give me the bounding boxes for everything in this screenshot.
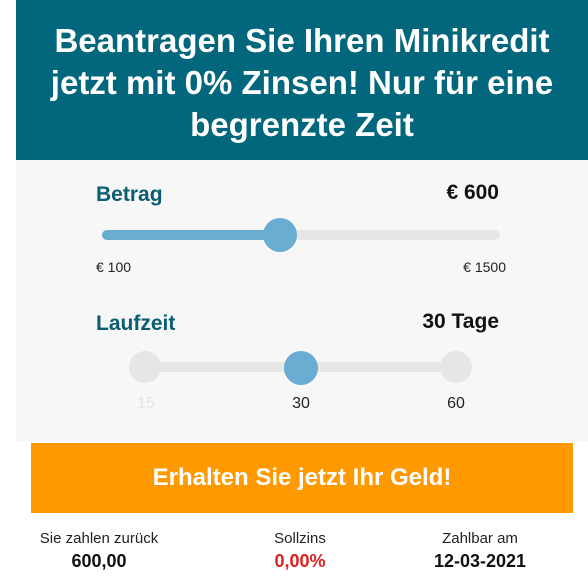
rate-title: Sollzins (274, 530, 326, 547)
loan-calculator-card: Beantragen Sie Ihren Minikredit jetzt mi… (16, 0, 588, 576)
amount-slider-fill (102, 230, 281, 240)
headline-line-3: begrenzte Zeit (190, 106, 414, 143)
amount-value: € 600 (446, 181, 499, 204)
repay-title: Sie zahlen zurück (39, 530, 159, 547)
term-option-60[interactable]: 60 (447, 395, 465, 412)
term-step-60[interactable] (440, 351, 472, 383)
amount-label: Betrag (96, 183, 163, 206)
due-value: 12-03-2021 (433, 551, 527, 571)
repay-value: 600,00 (71, 551, 127, 571)
headline-line-2: jetzt mit 0% Zinsen! Nur für eine (50, 64, 554, 101)
header-banner: Beantragen Sie Ihren Minikredit jetzt mi… (16, 0, 588, 160)
summary-due-date: Zahlbar am 12-03-2021 (380, 530, 580, 572)
term-option-30[interactable]: 30 (292, 395, 310, 412)
term-step-15[interactable] (129, 351, 161, 383)
term-slider-thumb[interactable] (284, 351, 318, 385)
amount-slider-thumb[interactable] (263, 218, 298, 252)
due-title: Zahlbar am (442, 530, 518, 547)
headline-line-1: Beantragen Sie Ihren Minikredit (54, 22, 550, 59)
summary-rate: Sollzins 0,00% (200, 530, 400, 572)
rate-value: 0,00% (274, 551, 326, 571)
term-value: 30 Tage (422, 310, 499, 333)
amount-max-label: € 1500 (463, 259, 506, 275)
amount-slider-track[interactable] (102, 230, 500, 240)
amount-min-label: € 100 (96, 259, 132, 275)
get-money-button[interactable]: Erhalten Sie jetzt Ihr Geld! (31, 443, 573, 513)
summary-repay: Sie zahlen zurück 600,00 (0, 530, 199, 572)
term-label: Laufzeit (96, 312, 176, 335)
term-option-15[interactable]: 15 (137, 395, 155, 412)
left-margin (0, 0, 16, 576)
headline: Beantragen Sie Ihren Minikredit jetzt mi… (16, 20, 588, 146)
